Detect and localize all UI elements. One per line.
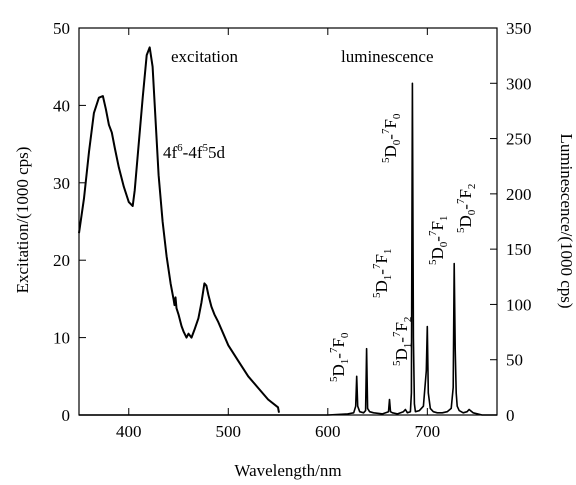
y-right-tick-label: 300 — [506, 74, 532, 93]
svg-text:5D1-7F0: 5D1-7F0 — [328, 332, 351, 382]
svg-text:5D1-7F1: 5D1-7F1 — [371, 249, 394, 298]
y-left-tick-label: 0 — [62, 406, 71, 425]
y-axis-right-label: Luminescence/(1000 cps) — [557, 133, 576, 308]
luminescence-series-line — [79, 82, 497, 416]
y-right-tick-label: 250 — [506, 130, 532, 149]
ticks: 400 500 600 7000102030405005010015020025030… — [53, 19, 532, 441]
y-left-tick-label: 20 — [53, 251, 70, 270]
y-right-tick-label: 0 — [506, 406, 515, 425]
x-tick-label: 700 — [415, 422, 441, 441]
excitation-series-line — [78, 46, 280, 413]
y-right-tick-label: 350 — [506, 19, 532, 38]
luminescence-label: luminescence — [341, 47, 434, 66]
y-axis-left-label: Excitation/(1000 cps) — [13, 147, 32, 294]
svg-text:5D0-7F2: 5D0-7F2 — [455, 184, 478, 233]
transition-5d1-7f0: 5D1-7F0 — [328, 332, 351, 382]
y-right-tick-label: 200 — [506, 185, 532, 204]
transition-4f6-4f5-5d: 4f6-4f55d — [163, 142, 226, 162]
transition-5d1-7f2: 5D1-7F2 — [391, 317, 414, 366]
transition-5d0-7f2: 5D0-7F2 — [455, 184, 478, 233]
transition-5d1-7f1: 5D1-7F1 — [371, 249, 394, 298]
svg-text:5D0-7F1: 5D0-7F1 — [427, 216, 450, 265]
transition-5d0-7f0: 5D0-7F0 — [380, 113, 403, 163]
y-left-tick-label: 50 — [53, 19, 70, 38]
svg-text:5D1-7F2: 5D1-7F2 — [391, 317, 414, 366]
y-left-tick-label: 30 — [53, 174, 70, 193]
transition-5d0-7f1: 5D0-7F1 — [427, 216, 450, 265]
x-tick-label: 400 — [116, 422, 142, 441]
x-tick-label: 600 — [315, 422, 341, 441]
svg-text:5D0-7F0: 5D0-7F0 — [380, 113, 403, 163]
y-right-tick-label: 150 — [506, 240, 532, 259]
y-right-tick-label: 50 — [506, 351, 523, 370]
y-left-tick-label: 10 — [53, 329, 70, 348]
y-left-tick-label: 40 — [53, 96, 70, 115]
x-tick-label: 500 — [216, 422, 242, 441]
x-axis-label: Wavelength/nm — [234, 461, 341, 480]
excitation-label: excitation — [171, 47, 239, 66]
y-right-tick-label: 100 — [506, 295, 532, 314]
series-layer — [78, 46, 497, 416]
